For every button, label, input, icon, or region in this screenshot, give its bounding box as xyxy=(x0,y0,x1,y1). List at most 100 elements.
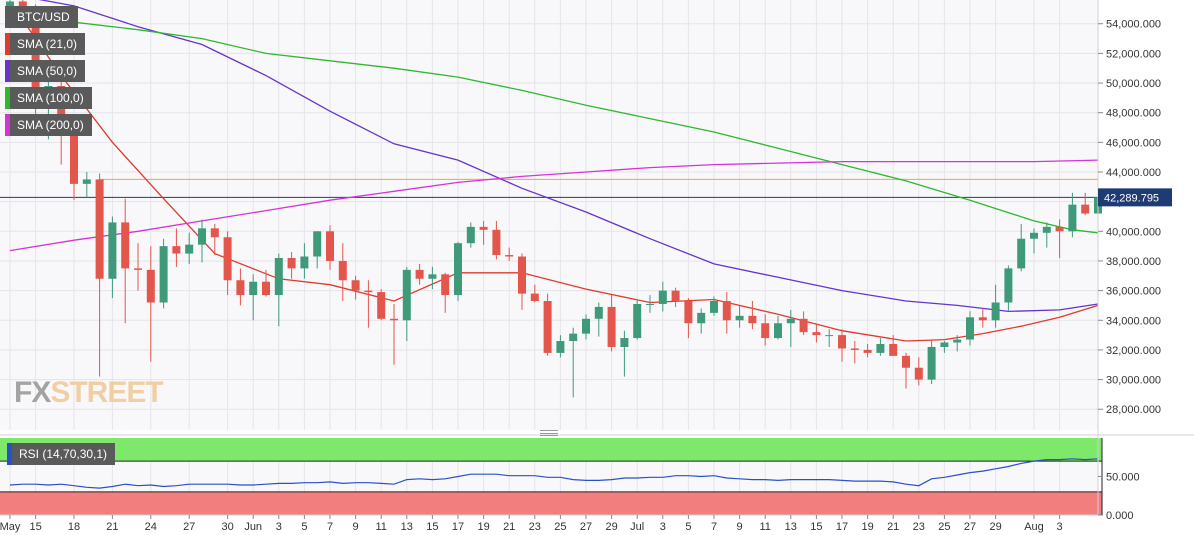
candle-up xyxy=(774,323,782,339)
candle-down xyxy=(223,237,232,281)
candle-down xyxy=(121,222,130,269)
candle-up xyxy=(966,317,974,340)
legend-item-btcusd: BTC/USD xyxy=(5,6,78,28)
x-tick-label: 13 xyxy=(785,521,797,533)
legend-item-sma100: SMA (100,0) xyxy=(5,87,92,109)
x-tick-label: 30 xyxy=(221,521,233,533)
legend-item-rsi: RSI (14,70,30,1) xyxy=(7,443,116,465)
y-tick-label: 30,000.000 xyxy=(1106,375,1161,387)
candle-down xyxy=(57,86,66,135)
legend-label: BTC/USD xyxy=(17,10,70,24)
x-tick-label: 5 xyxy=(301,521,307,533)
candle-up xyxy=(1004,268,1013,303)
candle-up xyxy=(825,335,834,337)
candle-down xyxy=(799,318,808,333)
candle-up xyxy=(313,231,322,257)
y-tick-label: 46,000.000 xyxy=(1106,137,1161,149)
candle-up xyxy=(658,290,667,304)
legend-label: RSI (14,70,30,1) xyxy=(19,447,108,461)
legend-label: SMA (21,0) xyxy=(17,37,78,51)
candle-down xyxy=(722,301,731,321)
candle-up xyxy=(991,302,1000,321)
candle-up xyxy=(249,281,258,296)
candle-down xyxy=(671,290,680,301)
x-tick-label: 3 xyxy=(660,521,666,533)
candle-up xyxy=(927,346,936,380)
x-tick-label: 19 xyxy=(861,521,873,533)
candle-up xyxy=(953,339,962,343)
x-tick-label: 3 xyxy=(1057,521,1063,533)
candle-up xyxy=(108,222,117,279)
candle-down xyxy=(364,290,373,293)
y-tick-label: 36,000.000 xyxy=(1106,286,1161,298)
legend-label: SMA (50,0) xyxy=(17,64,78,78)
x-tick-label: 15 xyxy=(810,521,822,533)
x-tick-label: 17 xyxy=(452,521,464,533)
x-tick-label: 18 xyxy=(68,521,80,533)
x-tick-label: 7 xyxy=(327,521,333,533)
pane-resize-handle[interactable] xyxy=(540,430,558,436)
x-tick-label: 19 xyxy=(477,521,489,533)
candle-down xyxy=(479,226,488,230)
candle-up xyxy=(556,341,565,353)
candle-down xyxy=(850,348,859,350)
candle-up xyxy=(940,342,949,347)
candle-up xyxy=(569,333,578,342)
x-tick-label: Jul xyxy=(630,521,644,533)
x-tick-label: 24 xyxy=(145,521,157,533)
logo-fx: FX xyxy=(14,376,51,409)
candle-down xyxy=(390,318,398,321)
candle-up xyxy=(274,258,283,296)
rsi-y-tick-label: 0.000 xyxy=(1106,510,1134,522)
x-tick-label: 27 xyxy=(964,521,976,533)
candle-down xyxy=(351,280,360,291)
candle-down xyxy=(338,260,347,281)
y-tick-label: 34,000.000 xyxy=(1106,315,1161,327)
x-tick-label: 5 xyxy=(685,521,691,533)
candle-up xyxy=(454,243,462,296)
y-tick-label: 38,000.000 xyxy=(1106,256,1161,268)
candle-down xyxy=(543,301,552,353)
legend-item-sma200: SMA (200,0) xyxy=(5,114,92,136)
sma-line-1 xyxy=(38,0,1099,313)
candle-up xyxy=(1068,204,1077,232)
legend-item-sma50: SMA (50,0) xyxy=(5,60,86,82)
candle-down xyxy=(505,255,514,257)
candle-down xyxy=(287,258,296,269)
fxstreet-logo: FXSTREET xyxy=(14,376,164,410)
candle-down xyxy=(415,269,424,279)
y-tick-label: 48,000.000 xyxy=(1106,108,1161,120)
y-tick-label: 50,000.000 xyxy=(1106,78,1161,90)
candle-down xyxy=(210,228,219,238)
candle-down xyxy=(838,335,846,349)
legend-swatch xyxy=(7,443,12,465)
candle-down xyxy=(978,317,987,321)
candle-up xyxy=(159,246,168,303)
x-tick-label: 29 xyxy=(605,521,617,533)
x-tick-label: 9 xyxy=(737,521,743,533)
candle-up xyxy=(300,256,309,269)
candle-up xyxy=(620,338,629,347)
candle-up xyxy=(786,318,795,324)
candle-down xyxy=(146,269,155,303)
y-tick-label: 44,000.000 xyxy=(1106,167,1161,179)
y-tick-label: 52,000.000 xyxy=(1106,48,1161,60)
candle-down xyxy=(172,246,181,254)
x-tick-label: 9 xyxy=(353,521,359,533)
candle-up xyxy=(198,228,206,245)
candle-up xyxy=(735,315,744,321)
candle-down xyxy=(1055,226,1064,232)
y-tick-label: 40,000.000 xyxy=(1106,226,1161,238)
y-tick-label: 54,000.000 xyxy=(1106,19,1161,31)
candle-down xyxy=(863,349,872,353)
candle-down xyxy=(684,301,693,324)
candle-down xyxy=(914,367,923,380)
sma-line-2 xyxy=(9,17,1099,234)
candle-down xyxy=(812,332,821,336)
candle-up xyxy=(594,306,603,319)
x-tick-label: 15 xyxy=(426,521,438,533)
candle-up xyxy=(582,318,590,334)
x-tick-label: 21 xyxy=(106,521,118,533)
candle-up xyxy=(82,179,91,184)
